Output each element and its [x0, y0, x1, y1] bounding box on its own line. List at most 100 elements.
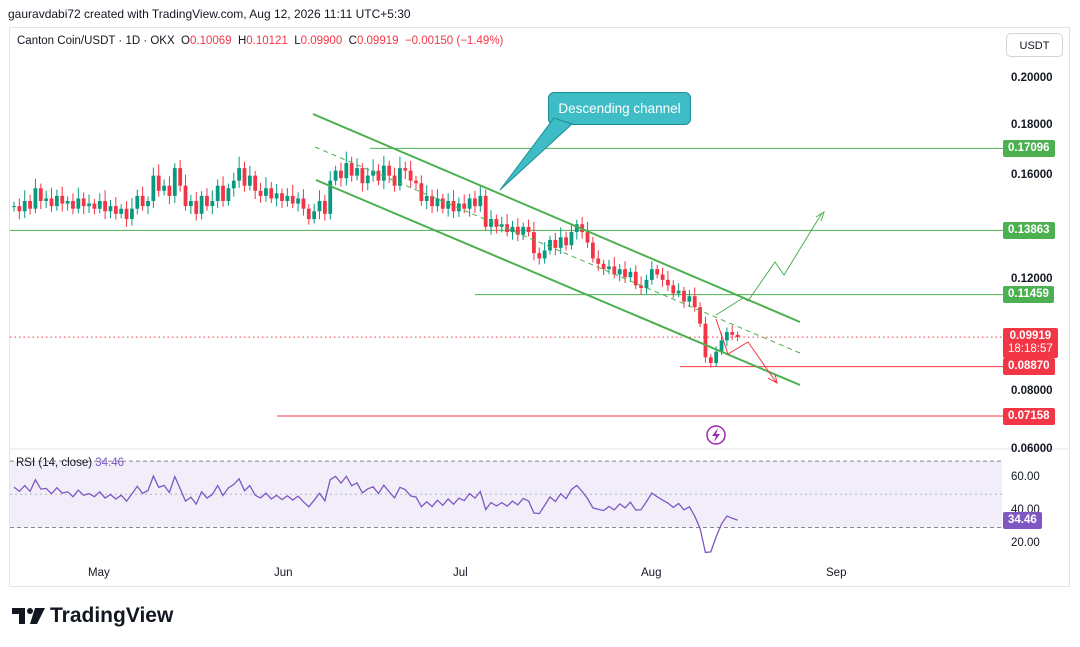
rsi-value-tag: 34.46 — [1003, 511, 1042, 529]
candle-body — [692, 296, 697, 308]
candle-body — [408, 170, 413, 181]
candle-body — [398, 168, 402, 186]
price-tick-label: 0.20000 — [1011, 71, 1053, 84]
candle-body — [376, 170, 381, 181]
candle-body — [49, 198, 54, 207]
candle-body — [199, 195, 204, 214]
date-tick-label: Jul — [453, 567, 468, 579]
candle-body — [333, 170, 338, 181]
symbol-legend: Canton Coin/USDT · 1D · OKX O0.10069 H0.… — [17, 35, 504, 47]
candle-body — [558, 237, 563, 248]
candle-body — [344, 163, 349, 179]
candle-body — [435, 198, 440, 207]
price-tick-label: 0.18000 — [1011, 119, 1053, 132]
candle-body — [387, 165, 392, 176]
candle-body — [419, 183, 424, 202]
candle-body — [162, 185, 166, 191]
candle-body — [607, 266, 611, 270]
candle-body — [188, 201, 193, 207]
candle-body — [231, 180, 236, 189]
chart-credit: gauravdabi72 created with TradingView.co… — [8, 7, 411, 21]
candle-body — [167, 185, 172, 196]
tradingview-logo-icon — [12, 608, 45, 624]
bearish-projection-arrowhead — [767, 373, 778, 384]
candle-body — [322, 201, 327, 214]
candle-body — [639, 285, 644, 289]
candle-body — [76, 198, 81, 209]
candle-body — [430, 195, 434, 207]
candle-body — [451, 201, 456, 212]
candle-body — [290, 195, 295, 204]
symbol-name[interactable]: Canton Coin/USDT · 1D · OKX — [17, 35, 175, 47]
open-value: 0.10069 — [190, 35, 232, 47]
candle-body — [17, 206, 22, 212]
candle-body — [355, 168, 359, 176]
candle-body — [682, 290, 686, 302]
candle-body — [264, 188, 268, 196]
candle-body — [178, 168, 183, 186]
candle-body — [108, 206, 113, 212]
candle-body — [649, 269, 654, 280]
candle-body — [87, 203, 91, 207]
candle-body — [537, 253, 542, 259]
candle-body — [44, 198, 49, 202]
channel-lower-line — [315, 179, 801, 386]
candle-body — [489, 219, 493, 227]
candle-body — [724, 332, 729, 341]
chart-frame — [9, 27, 1070, 587]
candle-body — [285, 195, 290, 202]
candle-body — [585, 232, 590, 243]
rsi-title: RSI (14, close) — [16, 457, 93, 469]
channel-upper-line — [312, 113, 801, 323]
candle-body — [65, 201, 70, 204]
candle-body — [617, 269, 622, 275]
price-tick-label: 0.06000 — [1011, 443, 1053, 456]
candle-body — [623, 269, 627, 278]
channel-mid-line — [314, 146, 801, 354]
candle-body — [633, 271, 638, 286]
candle-body — [542, 250, 547, 259]
candle-body — [467, 198, 472, 209]
candle-body — [687, 296, 692, 302]
tradingview-logo[interactable]: TradingView — [12, 604, 173, 628]
date-tick-label: May — [88, 567, 110, 579]
candle-body — [719, 340, 724, 352]
candle-body — [312, 211, 317, 220]
date-tick-label: Aug — [641, 567, 662, 579]
candle-body — [71, 201, 75, 209]
candle-body — [124, 208, 129, 220]
candle-body — [92, 203, 97, 209]
candle-body — [446, 201, 451, 209]
candle-body — [521, 226, 526, 235]
candle-body — [119, 208, 124, 214]
rsi-line — [13, 474, 738, 554]
candle-body — [703, 323, 708, 358]
candle-body — [526, 226, 531, 233]
candle-body — [97, 201, 102, 209]
candle-body — [28, 201, 32, 209]
candle-body — [456, 203, 461, 212]
candle-body — [210, 201, 215, 207]
candle-body — [33, 188, 38, 209]
candle-body — [242, 168, 247, 186]
candle-body — [590, 242, 595, 259]
bearish-projection-path — [715, 318, 777, 383]
candle-body — [81, 198, 86, 207]
candle-body — [666, 279, 670, 286]
price-level-tag: 0.11459 — [1003, 286, 1054, 304]
candle-countdown: 18:18:57 — [1008, 343, 1053, 356]
close-value: 0.09919 — [356, 35, 399, 47]
candle-body — [301, 198, 306, 209]
candle-body — [612, 266, 617, 275]
candle-body — [371, 170, 376, 176]
candle-body — [532, 232, 536, 254]
candle-body — [601, 263, 606, 270]
currency-button[interactable]: USDT — [1006, 33, 1063, 57]
candle-body — [676, 290, 681, 294]
candle-body — [113, 206, 118, 214]
candle-body — [569, 232, 574, 246]
candle-body — [151, 175, 156, 202]
candle-body — [296, 198, 300, 204]
descending-channel-callout[interactable]: Descending channel — [548, 92, 691, 125]
